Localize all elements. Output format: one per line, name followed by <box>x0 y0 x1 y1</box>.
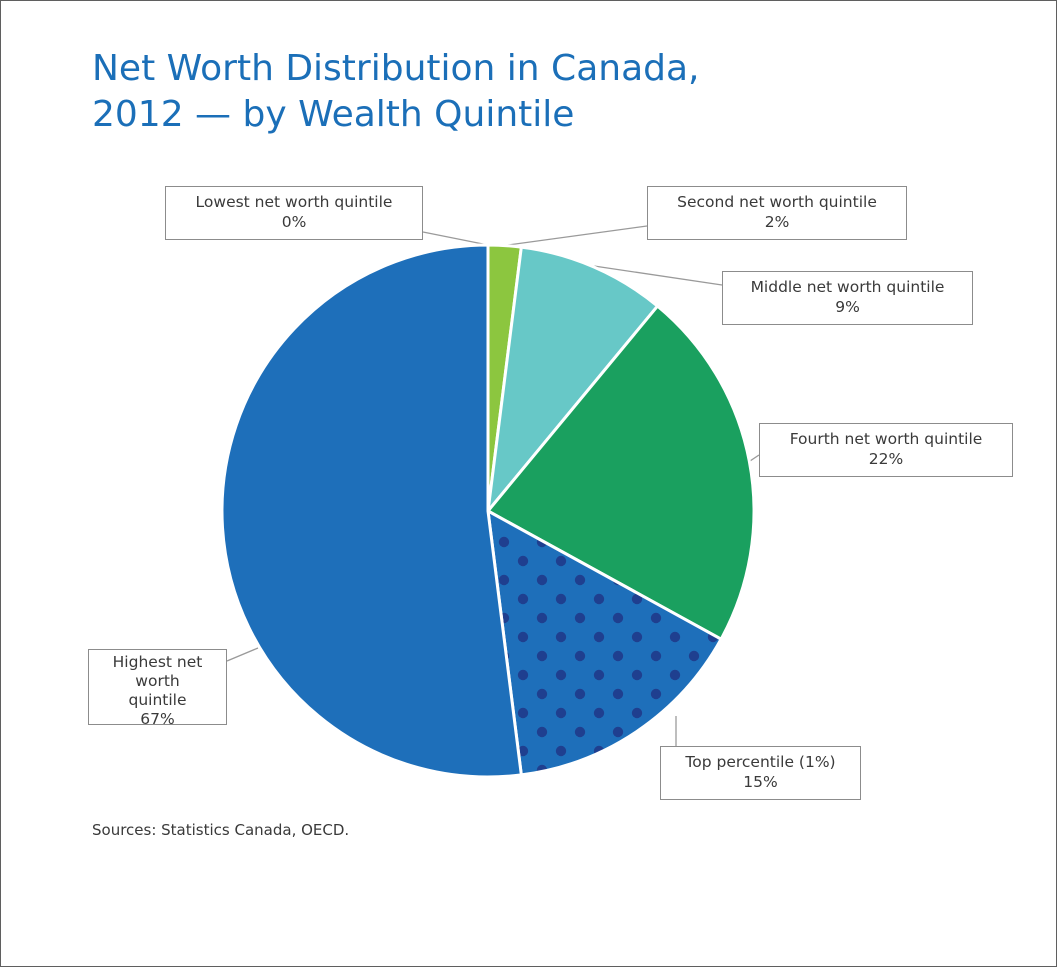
callout-middle-label: Middle net worth quintile <box>750 278 945 296</box>
callout-fourth-value: 22% <box>868 450 904 468</box>
callout-lowest: Lowest net worth quintile 0% <box>165 186 423 240</box>
callout-highest-label: Highest net worth quintile <box>112 653 203 709</box>
callout-lowest-value: 0% <box>281 213 307 231</box>
source-note: Sources: Statistics Canada, OECD. <box>92 821 350 839</box>
callout-highest: Highest net worth quintile 67% <box>88 649 227 728</box>
callout-top-percentile: Top percentile (1%) 15% <box>660 746 861 800</box>
pie-slice-fourth-net-worth-quintile <box>486 304 756 641</box>
callout-fourth: Fourth net worth quintile 22% <box>759 423 1013 477</box>
callout-lowest-label: Lowest net worth quintile <box>195 193 393 211</box>
callout-top-percentile-value: 15% <box>743 773 778 791</box>
callout-top-percentile-label: Top percentile (1%) <box>685 753 836 771</box>
pie-slice-top-percentile-1 <box>486 509 723 777</box>
leader-line-middle <box>593 265 723 286</box>
pie-slice-highest-net-worth-quintile <box>220 243 523 779</box>
leader-line-lowest <box>422 231 489 246</box>
callout-middle: Middle net worth quintile 9% <box>722 271 973 325</box>
callout-highest-value: 67% <box>140 710 175 728</box>
callout-middle-value: 9% <box>835 298 860 316</box>
callout-second-label: Second net worth quintile <box>677 193 877 211</box>
chart-title-line-2: 2012 — by Wealth Quintile <box>92 94 575 135</box>
pie-slice-middle-net-worth-quintile <box>486 245 660 513</box>
pie-slices <box>220 243 756 779</box>
leader-line-second <box>507 225 648 246</box>
callout-second-value: 2% <box>764 213 790 231</box>
chart-title-line-1: Net Worth Distribution in Canada, <box>92 48 700 89</box>
chart-title: Net Worth Distribution in Canada, 2012 —… <box>92 46 852 138</box>
callout-fourth-label: Fourth net worth quintile <box>789 430 983 448</box>
leader-line-highest <box>226 647 259 662</box>
callout-second: Second net worth quintile 2% <box>647 186 907 240</box>
